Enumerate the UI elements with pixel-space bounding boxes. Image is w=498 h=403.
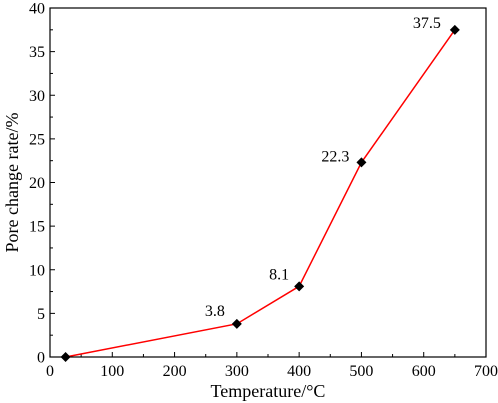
data-label: 37.5 [413,15,441,32]
x-tick-label: 400 [287,363,311,380]
x-tick-label: 100 [100,363,124,380]
x-tick-label: 600 [412,363,436,380]
x-axis-title: Temperature/°C [211,381,326,401]
y-tick-label: 5 [37,306,45,323]
y-axis-title: Pore change rate/% [2,113,22,253]
y-tick-label: 40 [29,1,45,18]
x-tick-label: 0 [46,363,54,380]
data-label: 3.8 [205,303,225,320]
y-tick-label: 0 [37,350,45,367]
y-tick-label: 20 [29,175,45,192]
data-point-marker [356,157,367,168]
series-line [65,29,456,358]
y-tick-label: 25 [29,131,45,148]
x-tick-label: 300 [225,363,249,380]
y-tick-label: 10 [29,262,45,279]
y-tick-label: 15 [29,219,45,236]
y-tick-label: 30 [29,88,45,105]
data-point-marker [231,318,242,329]
axis-ticks: 0 100 200 300 400 500 600 700 0 5 10 15 20 25 30 35 40 [29,1,498,381]
data-label: 22.3 [321,148,349,165]
plot-frame [49,7,487,358]
data-point-marker [294,281,305,292]
x-tick-label: 500 [349,363,373,380]
x-tick-label: 700 [474,363,498,380]
x-tick-label: 200 [163,363,187,380]
data-point-marker [449,24,460,35]
series-layer: 3.8 8.1 22.3 37.5 [60,15,460,362]
y-tick-label: 35 [29,44,45,61]
data-label: 8.1 [269,266,289,283]
